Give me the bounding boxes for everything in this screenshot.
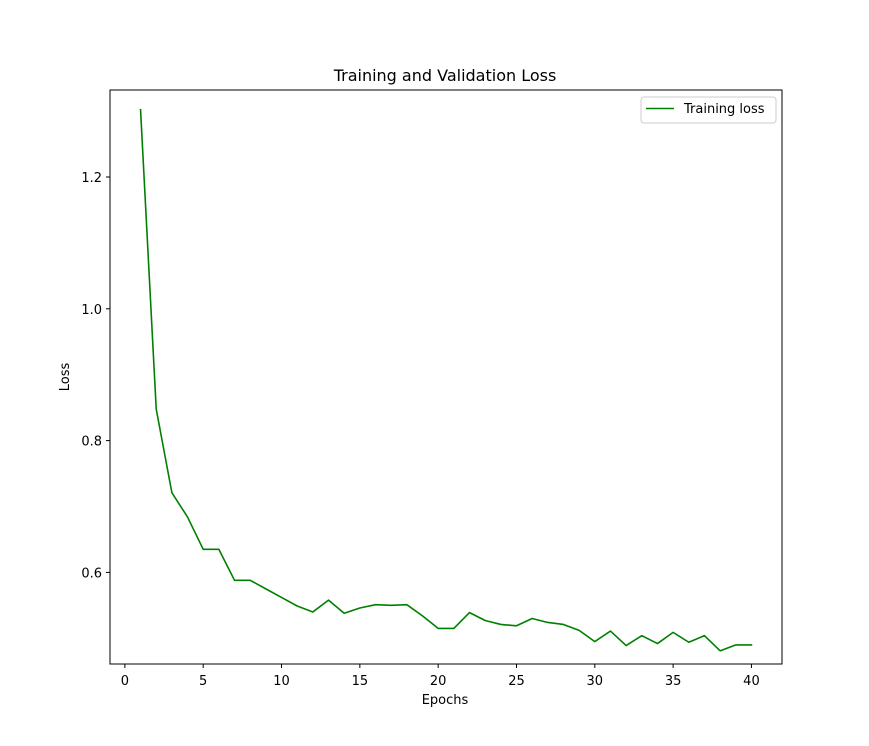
x-tick-label: 15: [352, 674, 369, 689]
x-tick-label: 30: [587, 674, 604, 689]
x-tick-label: 40: [743, 674, 760, 689]
x-axis-title: Epochs: [422, 693, 469, 708]
x-axis-ticks: 0 5 10 15 20 25 30 35 40: [121, 664, 760, 689]
chart-title: Training and Validation Loss: [333, 66, 557, 85]
axes-frame: [109, 89, 783, 665]
y-axis-ticks: 0.6 0.8 1.0 1.2: [81, 171, 110, 581]
legend-box: [640, 96, 777, 124]
y-tick-label: 1.2: [81, 171, 102, 186]
x-tick-label: 35: [665, 674, 682, 689]
x-tick-label: 5: [199, 674, 207, 689]
legend: Training loss: [640, 96, 777, 124]
plot-area: [139, 108, 753, 652]
series-line-training-loss: [139, 108, 753, 652]
x-tick-label: 10: [273, 674, 290, 689]
legend-label-training-loss: Training loss: [683, 102, 765, 117]
x-tick-label: 20: [430, 674, 447, 689]
x-tick-label: 0: [121, 674, 129, 689]
x-tick-label: 25: [508, 674, 525, 689]
y-tick-label: 0.8: [81, 435, 102, 450]
y-axis-title: Loss: [58, 363, 73, 392]
y-tick-label: 0.6: [81, 566, 102, 581]
y-tick-label: 1.0: [81, 303, 102, 318]
